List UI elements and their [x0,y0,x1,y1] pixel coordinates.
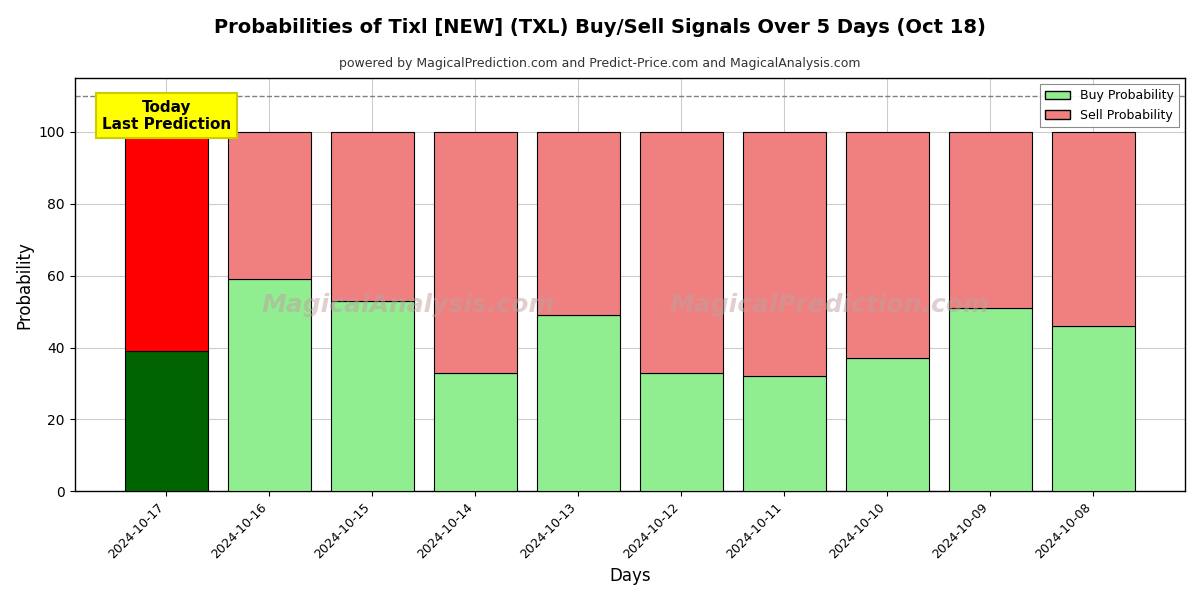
Bar [228,279,311,491]
Text: Today
Last Prediction: Today Last Prediction [102,100,230,132]
Bar [125,351,208,491]
Bar [743,376,826,491]
Text: MagicalPrediction.com: MagicalPrediction.com [670,293,990,317]
Bar [640,373,722,491]
Bar [434,132,516,373]
Bar [434,373,516,491]
Bar [640,132,722,373]
Bar [846,358,929,491]
Y-axis label: Probability: Probability [16,241,34,329]
Text: MagicalAnalysis.com: MagicalAnalysis.com [262,293,554,317]
Text: Probabilities of Tixl [NEW] (TXL) Buy/Sell Signals Over 5 Days (Oct 18): Probabilities of Tixl [NEW] (TXL) Buy/Se… [214,18,986,37]
Bar [228,132,311,279]
Legend: Buy Probability, Sell Probability: Buy Probability, Sell Probability [1040,84,1178,127]
Bar [538,132,619,315]
X-axis label: Days: Days [610,567,650,585]
Bar [331,132,414,301]
Bar [538,315,619,491]
Bar [743,132,826,376]
Bar [331,301,414,491]
Bar [846,132,929,358]
Bar [125,132,208,351]
Bar [1052,326,1134,491]
Bar [949,132,1032,308]
Text: powered by MagicalPrediction.com and Predict-Price.com and MagicalAnalysis.com: powered by MagicalPrediction.com and Pre… [340,57,860,70]
Bar [949,308,1032,491]
Bar [1052,132,1134,326]
